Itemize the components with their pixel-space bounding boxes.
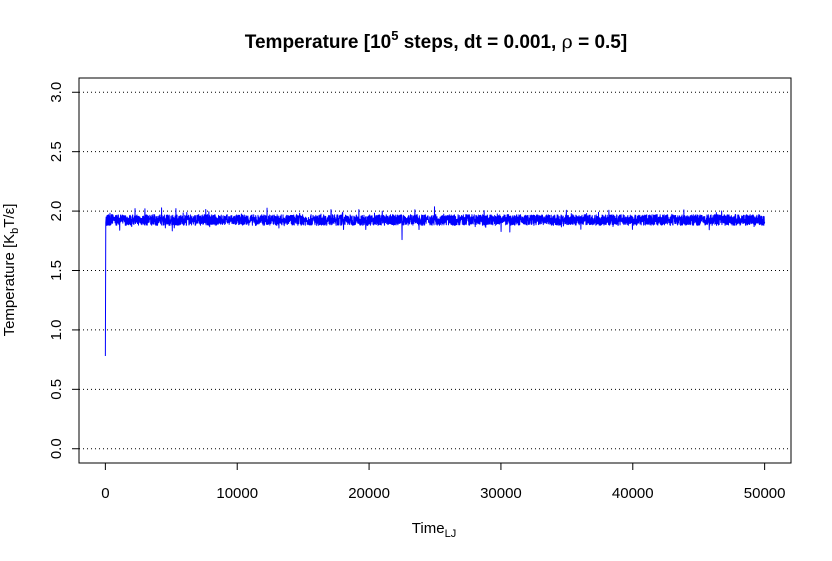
x-tick-label-2: 20000 bbox=[348, 485, 390, 502]
title-suffix: = 0.5] bbox=[573, 32, 627, 53]
x-tick-label-1: 10000 bbox=[216, 485, 258, 502]
y-axis: 0.0 0.5 1.0 1.5 2.0 2.5 3.0 bbox=[48, 82, 79, 459]
xlabel-subscript: LJ bbox=[445, 528, 457, 540]
chart-title: Temperature [105 steps, dt = 0.001, ρ = … bbox=[245, 28, 627, 53]
y-tick-label-0: 0.0 bbox=[48, 438, 65, 459]
title-middle: steps, dt = 0.001, bbox=[398, 32, 561, 53]
x-tick-label-4: 40000 bbox=[612, 485, 654, 502]
x-tick-label-0: 0 bbox=[101, 485, 109, 502]
y-axis-label: Temperature [KbT/ε] bbox=[1, 204, 21, 337]
x-tick-label-3: 30000 bbox=[480, 485, 522, 502]
ylabel-subscript: b bbox=[9, 228, 21, 234]
y-tick-label-4: 2.0 bbox=[48, 201, 65, 222]
xlabel-base: Time bbox=[412, 520, 445, 537]
x-axis: 0 10000 20000 30000 40000 50000 bbox=[101, 463, 785, 502]
title-symbol: ρ bbox=[562, 31, 573, 53]
title-prefix: Temperature [10 bbox=[245, 32, 391, 53]
y-tick-label-1: 0.5 bbox=[48, 379, 65, 400]
y-tick-label-2: 1.0 bbox=[48, 319, 65, 340]
title-superscript: 5 bbox=[391, 28, 398, 43]
ylabel-prefix: Temperature [K bbox=[1, 234, 18, 337]
temperature-series-line bbox=[104, 206, 766, 357]
y-tick-label-3: 1.5 bbox=[48, 260, 65, 281]
y-tick-label-5: 2.5 bbox=[48, 141, 65, 162]
x-tick-label-5: 50000 bbox=[744, 485, 786, 502]
grid-lines bbox=[79, 91, 791, 450]
ylabel-suffix: T/ε] bbox=[1, 204, 18, 228]
y-tick-label-6: 3.0 bbox=[48, 82, 65, 103]
x-axis-label: TimeLJ bbox=[412, 520, 456, 540]
